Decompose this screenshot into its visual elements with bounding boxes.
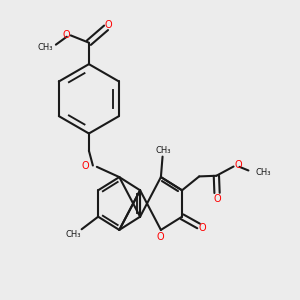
Text: CH₃: CH₃ [155,146,171,154]
Text: O: O [63,30,70,40]
Text: O: O [234,160,242,170]
Text: O: O [105,20,112,30]
Text: O: O [82,161,89,171]
Text: CH₃: CH₃ [37,44,52,52]
Text: CH₃: CH₃ [256,168,271,177]
Text: O: O [214,194,221,204]
Text: CH₃: CH₃ [66,230,81,239]
Text: O: O [199,223,206,232]
Text: O: O [156,232,164,242]
